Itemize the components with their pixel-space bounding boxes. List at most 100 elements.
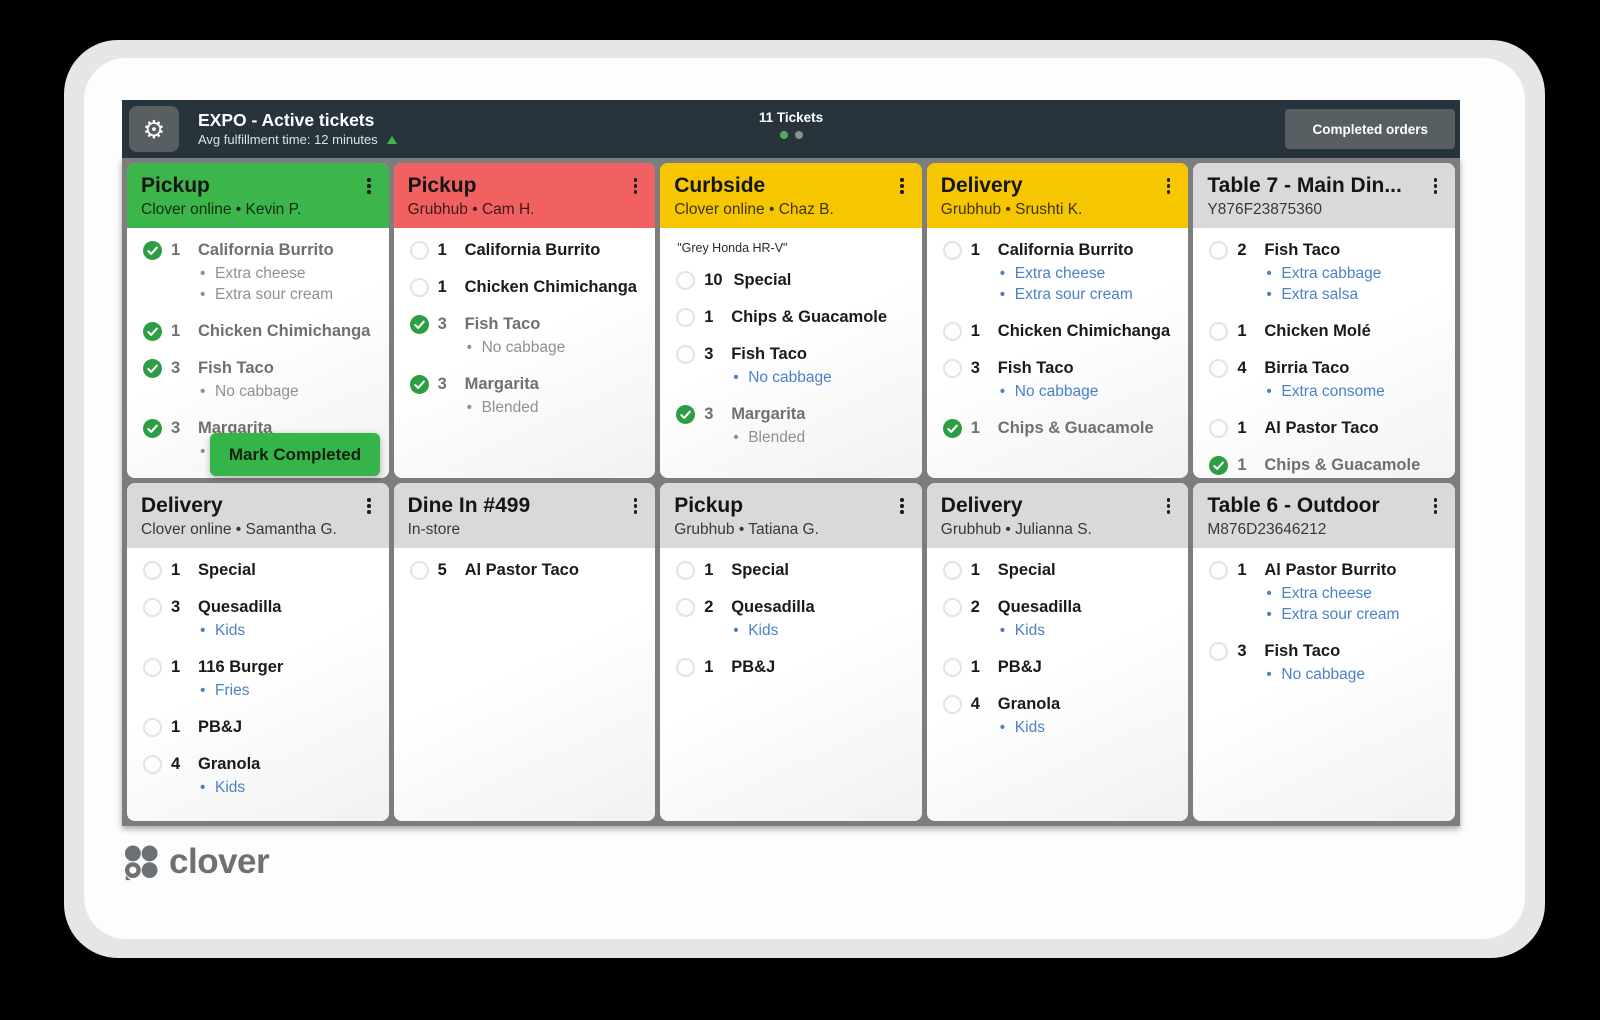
unchecked-circle-icon[interactable]	[1209, 561, 1229, 580]
checked-circle-icon[interactable]	[409, 315, 429, 334]
unchecked-circle-icon[interactable]	[1209, 419, 1229, 438]
unchecked-circle-icon[interactable]	[1209, 642, 1229, 661]
order-item[interactable]: 4 Granola • Kids	[942, 694, 1177, 738]
checked-circle-icon[interactable]	[143, 241, 162, 260]
unchecked-circle-icon[interactable]	[1209, 241, 1229, 260]
kebab-menu-icon[interactable]	[630, 176, 642, 196]
order-item[interactable]: 1 Special	[942, 560, 1177, 581]
order-item[interactable]: 3 Fish Taco • No cabbage	[676, 344, 910, 388]
order-item[interactable]: 1 California Burrito	[409, 240, 644, 261]
order-item[interactable]: 3 Quesadilla • Kids	[143, 597, 377, 641]
order-item[interactable]: 1 Al Pastor Burrito • Extra cheese • Extra so…	[1209, 560, 1443, 625]
order-item[interactable]: 3 Margarita •Blended	[676, 404, 910, 448]
order-item[interactable]: 3 Fish Taco • No cabbage	[143, 358, 377, 402]
completed-orders-button[interactable]: Completed orders	[1285, 109, 1455, 149]
kebab-menu-icon[interactable]	[896, 496, 908, 516]
order-item[interactable]: 2 Quesadilla • Kids	[942, 597, 1177, 641]
unchecked-circle-icon[interactable]	[942, 241, 962, 260]
ticket-card[interactable]: Delivery Grubhub • Srushti K. 1 California …	[926, 163, 1189, 478]
item-modifier: • Extra sour cream	[1266, 606, 1400, 623]
unchecked-circle-icon[interactable]	[942, 322, 962, 341]
order-item[interactable]: 2 Quesadilla • Kids	[676, 597, 910, 641]
order-item[interactable]: 4 Birria Taco • Extra consome	[1209, 358, 1443, 402]
order-item[interactable]: 3 Fish Taco • No cabbage	[409, 314, 644, 358]
ticket-card[interactable]: Dine In #499 In-store 5 Al Pastor Taco	[393, 483, 656, 821]
checked-circle-icon[interactable]	[143, 359, 162, 378]
ticket-title: Delivery	[940, 174, 1023, 197]
checked-circle-icon[interactable]	[409, 375, 429, 394]
order-item[interactable]: 1 Al Pastor Taco	[1209, 418, 1443, 439]
order-item[interactable]: 1 Special	[676, 560, 910, 581]
order-item[interactable]: 1 California Burrito • Extra cheese • Extra s…	[143, 240, 377, 305]
order-item[interactable]: 1 116 Burger • Fries	[143, 657, 377, 701]
ticket-card[interactable]: Pickup Grubhub • Tatiana G. 1 Special 2 Quesa…	[660, 483, 922, 821]
order-item[interactable]: 1 Chicken Chimichanga	[942, 321, 1177, 342]
kebab-menu-icon[interactable]	[363, 176, 375, 196]
checked-circle-icon[interactable]	[1209, 456, 1229, 475]
order-item[interactable]: 1 PB&J	[942, 657, 1177, 678]
order-item[interactable]: 1 Chicken Molé	[1209, 321, 1443, 342]
page-dot-active[interactable]	[779, 131, 788, 139]
unchecked-circle-icon[interactable]	[942, 359, 962, 378]
checked-circle-icon[interactable]	[143, 322, 162, 341]
unchecked-circle-icon[interactable]	[676, 345, 696, 364]
unchecked-circle-icon[interactable]	[1209, 322, 1229, 341]
order-item[interactable]: 1 Chicken Chimichanga	[409, 277, 644, 298]
ticket-card[interactable]: Delivery Clover online • Samantha G. 1 Spec…	[127, 483, 389, 821]
unchecked-circle-icon[interactable]	[409, 241, 429, 260]
kebab-menu-icon[interactable]	[363, 496, 375, 516]
order-item[interactable]: 5 Al Pastor Taco	[409, 560, 644, 581]
unchecked-circle-icon[interactable]	[676, 658, 696, 677]
settings-button[interactable]: ⚙	[129, 106, 179, 152]
order-item[interactable]: 2 Fish Taco • Extra cabbage • Extra salsa	[1209, 240, 1443, 305]
unchecked-circle-icon[interactable]	[409, 278, 429, 297]
unchecked-circle-icon[interactable]	[676, 271, 696, 290]
unchecked-circle-icon[interactable]	[676, 561, 696, 580]
unchecked-circle-icon[interactable]	[143, 658, 162, 677]
ticket-card[interactable]: Table 7 - Main Din... Y876F23875360 2 Fish …	[1193, 163, 1455, 478]
kebab-menu-icon[interactable]	[1430, 176, 1442, 196]
order-item[interactable]: 1 Chips & Guacamole	[676, 307, 910, 328]
unchecked-circle-icon[interactable]	[942, 695, 962, 714]
item-name: Birria Taco	[1264, 359, 1350, 377]
unchecked-circle-icon[interactable]	[143, 718, 162, 737]
order-item[interactable]: 1 Special	[143, 560, 377, 581]
ticket-card[interactable]: Pickup Grubhub • Cam H. 1 California Burrit…	[393, 163, 656, 478]
order-item[interactable]: 1 Chips & Guacamole	[1209, 455, 1443, 476]
unchecked-circle-icon[interactable]	[676, 598, 696, 617]
page-dot[interactable]	[794, 131, 803, 139]
kebab-menu-icon[interactable]	[1163, 176, 1175, 196]
order-item[interactable]: 1 Chips & Guacamole	[942, 418, 1177, 439]
kebab-menu-icon[interactable]	[630, 496, 642, 516]
ticket-card[interactable]: Curbside Clover online • Chaz B. "Grey Hon…	[660, 163, 922, 478]
unchecked-circle-icon[interactable]	[942, 598, 962, 617]
ticket-card[interactable]: Table 6 - Outdoor M876D23646212 1 Al Pastor…	[1193, 483, 1455, 821]
kebab-menu-icon[interactable]	[1430, 496, 1442, 516]
unchecked-circle-icon[interactable]	[143, 598, 162, 617]
unchecked-circle-icon[interactable]	[1209, 359, 1229, 378]
mark-completed-button[interactable]: Mark Completed	[210, 433, 380, 476]
unchecked-circle-icon[interactable]	[942, 658, 962, 677]
kebab-menu-icon[interactable]	[896, 176, 908, 196]
unchecked-circle-icon[interactable]	[143, 755, 162, 774]
unchecked-circle-icon[interactable]	[143, 561, 162, 580]
ticket-card[interactable]: Delivery Grubhub • Julianna S. 1 Special 2 Qu…	[926, 483, 1189, 821]
ticket-card[interactable]: Pickup Clover online • Kevin P. 1 Californi…	[127, 163, 389, 478]
order-item[interactable]: 1 PB&J	[676, 657, 910, 678]
order-item[interactable]: 3 Margarita •Blended	[409, 374, 644, 418]
order-item[interactable]: 1 PB&J	[143, 717, 377, 738]
item-modifier: • Kids	[200, 622, 246, 639]
kebab-menu-icon[interactable]	[1163, 496, 1175, 516]
order-item[interactable]: 3 Fish Taco • No cabbage	[942, 358, 1177, 402]
checked-circle-icon[interactable]	[942, 419, 962, 438]
unchecked-circle-icon[interactable]	[409, 561, 429, 580]
order-item[interactable]: 3 Fish Taco • No cabbage	[1209, 641, 1443, 685]
checked-circle-icon[interactable]	[676, 405, 696, 424]
order-item[interactable]: 1 California Burrito • Extra cheese • Extra s…	[942, 240, 1177, 305]
checked-circle-icon[interactable]	[143, 419, 162, 438]
order-item[interactable]: 1 Chicken Chimichanga	[143, 321, 377, 342]
order-item[interactable]: 10 Special	[676, 270, 910, 291]
unchecked-circle-icon[interactable]	[942, 561, 962, 580]
unchecked-circle-icon[interactable]	[676, 308, 696, 327]
order-item[interactable]: 4 Granola • Kids	[143, 754, 377, 798]
